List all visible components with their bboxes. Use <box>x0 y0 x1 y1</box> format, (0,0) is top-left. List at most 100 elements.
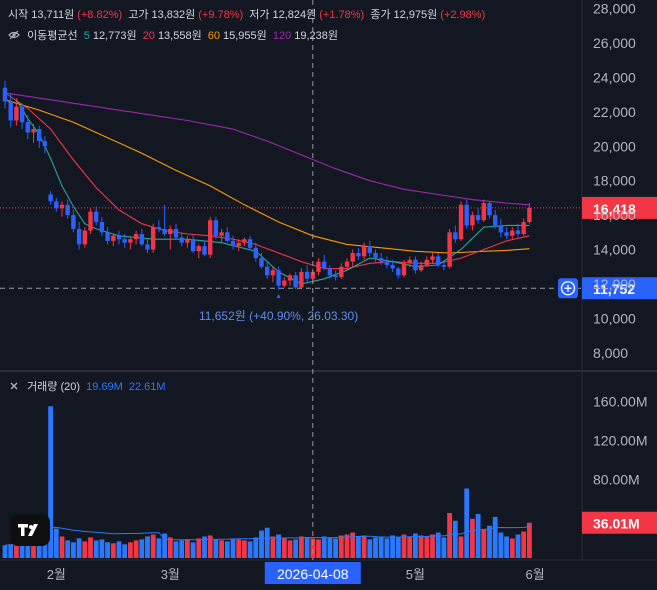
candle-body <box>179 237 184 243</box>
candlestick-series <box>2 80 532 290</box>
volume-bar <box>167 537 173 558</box>
volume-bar <box>492 516 498 558</box>
price-tick-label: 18,000 <box>593 173 636 189</box>
volume-bar <box>373 537 378 558</box>
volume-bar <box>413 533 418 558</box>
price-tick-label: 10,000 <box>593 310 636 326</box>
candle-body <box>384 261 390 266</box>
volume-bar <box>498 532 504 558</box>
volume-bar <box>430 534 435 558</box>
candle-body <box>515 230 521 235</box>
volume-bar <box>293 539 299 558</box>
ma20-value: 13,558원 <box>157 30 202 42</box>
volume-bar <box>458 536 464 558</box>
tradingview-logo[interactable] <box>10 514 50 546</box>
volume-bar <box>344 534 350 558</box>
high-value: 13,832원 <box>151 9 196 21</box>
candle-body <box>407 259 412 264</box>
current-volume-label: 36.01M <box>593 516 640 532</box>
candle-body <box>441 265 447 267</box>
volume-bar <box>310 538 316 558</box>
candle-body <box>447 232 452 267</box>
volume-bar <box>93 540 99 558</box>
low-change: (+1.78%) <box>319 9 365 21</box>
low-price-annotation: 11,652원 (+40.90%, 26.03.30) <box>199 309 358 323</box>
candle-body <box>498 225 504 233</box>
candle-body <box>94 211 99 222</box>
volume-bar <box>470 518 475 558</box>
volume-bar <box>133 540 139 558</box>
ma60-value: 15,955원 <box>223 30 267 42</box>
volume-bar <box>19 541 25 558</box>
candle-body <box>379 258 384 262</box>
candle-body <box>128 239 133 243</box>
price-tick-label: 14,000 <box>593 242 636 258</box>
candle-body <box>168 228 173 235</box>
volume-bar <box>333 538 338 558</box>
candle-body <box>88 211 93 231</box>
price-tick-label: 24,000 <box>593 69 636 85</box>
volume-bar <box>219 540 224 558</box>
volume-bar <box>59 536 65 558</box>
candle-body <box>361 246 367 257</box>
volume-bar <box>196 538 202 558</box>
candle-body <box>350 252 355 262</box>
volume-bar <box>504 536 509 558</box>
candle-body <box>156 227 162 229</box>
volume-bar <box>31 543 36 558</box>
volume-bar <box>190 542 196 558</box>
candle-body <box>253 247 258 259</box>
candle-body <box>367 246 372 253</box>
volume-bar <box>475 513 481 558</box>
volume-bar <box>179 540 185 558</box>
volume-bar <box>390 535 395 558</box>
volume-bar <box>515 534 521 558</box>
ma-legend: 이동평균선 5 12,773원 20 13,558원 60 15,955원 120 19… <box>8 27 341 43</box>
plus-circle-icon <box>560 281 576 296</box>
volume-tick-label: 160.00M <box>593 393 647 409</box>
price-tick-label: 12,000 <box>593 276 636 292</box>
volume-bar <box>156 538 162 558</box>
high-label: 고가 <box>128 9 149 21</box>
candle-body <box>162 228 167 235</box>
volume-bar <box>105 542 110 558</box>
volume-bar <box>8 544 14 558</box>
volume-series <box>2 406 532 558</box>
volume-ma-line <box>4 526 530 546</box>
candle-body <box>59 204 65 209</box>
time-tick-label: 6월 <box>525 567 544 582</box>
candle-body <box>333 275 338 278</box>
candle-body <box>265 266 270 276</box>
volume-bar <box>441 537 447 558</box>
volume-bar <box>304 537 310 558</box>
crosshair-date-label: 2026-04-08 <box>277 566 349 582</box>
volume-bar <box>116 541 122 558</box>
volume-bar <box>76 538 82 558</box>
ma5-value: 12,773원 <box>92 30 137 42</box>
candle-body <box>396 268 401 276</box>
eye-off-icon[interactable] <box>8 29 20 41</box>
add-alert-button[interactable] <box>558 278 578 299</box>
volume-bar <box>327 537 333 558</box>
volume-value-2: 22.61M <box>128 381 166 393</box>
volume-bar <box>128 542 133 558</box>
volume-bar <box>356 536 361 558</box>
volume-bar <box>25 542 31 558</box>
current-price-label: 16,418 <box>593 201 636 217</box>
candle-body <box>458 204 464 240</box>
volume-bar <box>367 539 373 558</box>
volume-bar <box>378 536 384 558</box>
volume-bar <box>452 520 458 558</box>
candle-body <box>470 215 475 226</box>
volume-bar <box>527 522 532 558</box>
volume-bar <box>36 540 42 558</box>
price-tick-label: 26,000 <box>593 35 636 51</box>
close-icon[interactable] <box>8 380 20 392</box>
volume-bar <box>424 536 430 558</box>
price-tick-label: 8,000 <box>593 345 628 361</box>
volume-value-1: 19.69M <box>86 381 123 393</box>
volume-tick-label: 80.00M <box>593 472 640 488</box>
volume-bar <box>48 406 53 558</box>
candle-body <box>299 271 304 288</box>
